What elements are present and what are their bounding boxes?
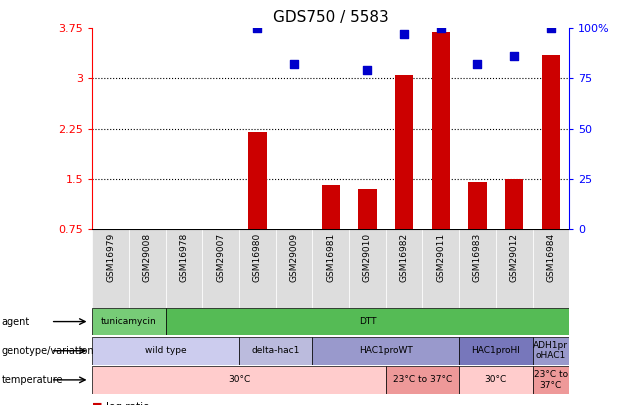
- Bar: [532, 366, 569, 394]
- Bar: [92, 337, 239, 364]
- Bar: [459, 337, 532, 364]
- Bar: [532, 337, 569, 364]
- Bar: [312, 337, 459, 364]
- Text: GSM16978: GSM16978: [179, 233, 188, 282]
- Text: GDS750 / 5583: GDS750 / 5583: [273, 10, 389, 25]
- Bar: [432, 32, 450, 229]
- Text: wild type: wild type: [145, 346, 186, 355]
- Bar: [322, 185, 340, 229]
- Text: temperature: temperature: [1, 375, 63, 385]
- FancyBboxPatch shape: [349, 229, 386, 308]
- Text: GSM16982: GSM16982: [399, 233, 408, 282]
- Bar: [542, 55, 560, 229]
- FancyBboxPatch shape: [386, 229, 422, 308]
- Text: HAC1proWT: HAC1proWT: [359, 346, 413, 355]
- Bar: [358, 189, 377, 229]
- Text: GSM29008: GSM29008: [142, 233, 152, 282]
- Text: delta-hac1: delta-hac1: [251, 346, 300, 355]
- Point: [546, 25, 556, 32]
- Bar: [248, 132, 266, 229]
- FancyBboxPatch shape: [496, 229, 532, 308]
- Point: [509, 53, 519, 60]
- Text: 30°C: 30°C: [485, 375, 507, 384]
- Text: GSM16980: GSM16980: [253, 233, 262, 282]
- Point: [252, 25, 263, 32]
- Text: 23°C to 37°C: 23°C to 37°C: [393, 375, 452, 384]
- Text: 30°C: 30°C: [228, 375, 250, 384]
- FancyBboxPatch shape: [532, 229, 569, 308]
- Text: genotype/variation: genotype/variation: [1, 346, 94, 356]
- Bar: [92, 308, 165, 335]
- Text: ■: ■: [92, 402, 103, 405]
- FancyBboxPatch shape: [92, 229, 129, 308]
- FancyBboxPatch shape: [422, 229, 459, 308]
- Bar: [239, 337, 312, 364]
- FancyBboxPatch shape: [275, 229, 312, 308]
- Bar: [92, 366, 386, 394]
- FancyBboxPatch shape: [239, 229, 275, 308]
- FancyBboxPatch shape: [202, 229, 239, 308]
- Point: [399, 31, 409, 38]
- Text: HAC1proHI: HAC1proHI: [471, 346, 520, 355]
- Text: agent: agent: [1, 317, 29, 326]
- Bar: [505, 179, 523, 229]
- Text: ADH1pr
oHAC1: ADH1pr oHAC1: [534, 341, 569, 360]
- Point: [363, 67, 373, 74]
- Text: GSM29007: GSM29007: [216, 233, 225, 282]
- Text: DTT: DTT: [359, 317, 376, 326]
- FancyBboxPatch shape: [165, 229, 202, 308]
- Text: GSM29011: GSM29011: [436, 233, 445, 282]
- Text: GSM16981: GSM16981: [326, 233, 335, 282]
- FancyBboxPatch shape: [312, 229, 349, 308]
- FancyBboxPatch shape: [129, 229, 165, 308]
- Bar: [386, 366, 459, 394]
- Text: GSM16979: GSM16979: [106, 233, 115, 282]
- Text: tunicamycin: tunicamycin: [101, 317, 157, 326]
- Point: [473, 61, 483, 68]
- Text: GSM16984: GSM16984: [546, 233, 555, 282]
- Text: GSM29012: GSM29012: [509, 233, 519, 282]
- Bar: [468, 182, 487, 229]
- Text: log ratio: log ratio: [106, 402, 149, 405]
- Text: 23°C to
37°C: 23°C to 37°C: [534, 370, 568, 390]
- Point: [289, 61, 299, 68]
- Bar: [395, 75, 413, 229]
- Point: [436, 25, 446, 32]
- Bar: [165, 308, 569, 335]
- FancyBboxPatch shape: [459, 229, 496, 308]
- Text: GSM16983: GSM16983: [473, 233, 482, 282]
- Text: GSM29010: GSM29010: [363, 233, 372, 282]
- Text: GSM29009: GSM29009: [289, 233, 298, 282]
- Bar: [459, 366, 532, 394]
